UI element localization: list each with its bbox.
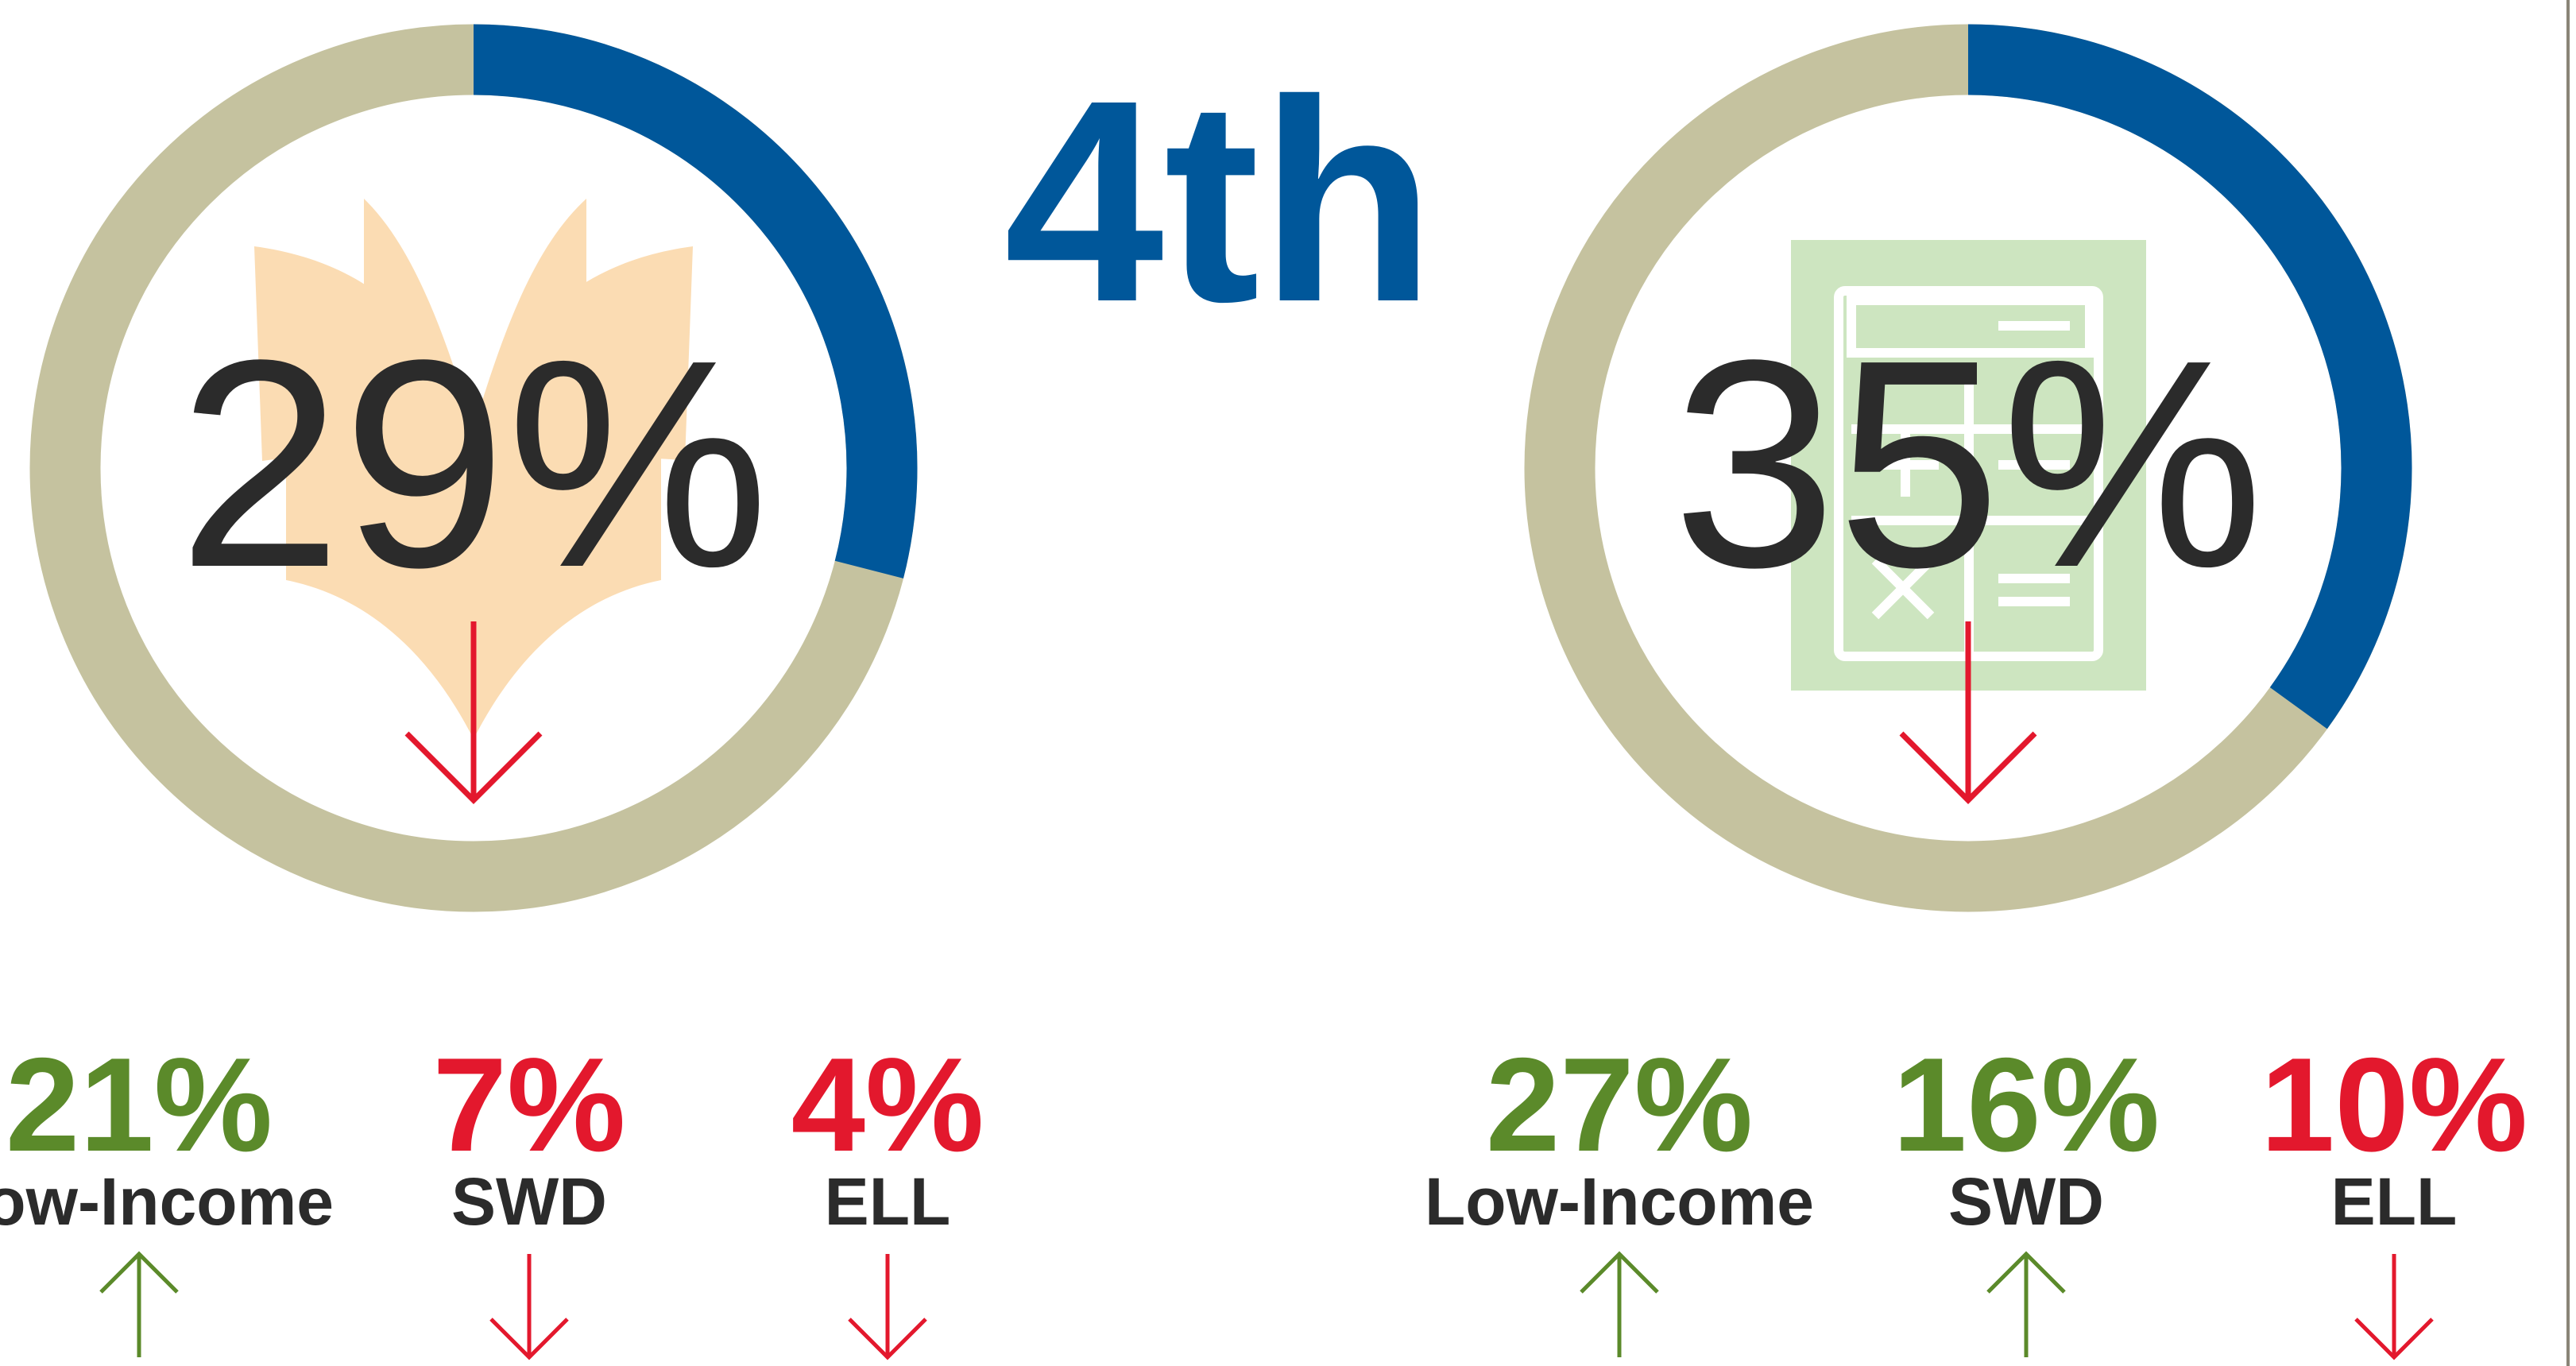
trend-arrow [848, 1254, 927, 1360]
group-label: Low-Income [1425, 1164, 1814, 1239]
group-label: SWD [1948, 1164, 2104, 1239]
trend-arrow [489, 1254, 569, 1360]
donut-value [473, 24, 918, 579]
group-value: 7% [433, 1030, 626, 1179]
trend-arrow [2354, 1254, 2434, 1360]
trend-arrow [99, 1251, 179, 1357]
group-value: 16% [1893, 1030, 2160, 1179]
trend-arrow [1580, 1251, 1659, 1357]
group-label: Low-Income [0, 1164, 334, 1239]
group-value: 27% [1486, 1030, 1753, 1179]
book-icon [254, 199, 693, 739]
group-value: 21% [6, 1030, 273, 1179]
grade-title: 4th [1004, 40, 1436, 362]
donut-label: 35% [1673, 298, 2265, 629]
donut-label: 29% [178, 298, 770, 629]
trend-arrow [1899, 621, 2037, 804]
donut-value [1967, 24, 2412, 729]
group-label: ELL [2331, 1164, 2458, 1239]
group-label: SWD [451, 1164, 607, 1239]
trend-arrow [404, 621, 543, 804]
trend-arrow [1986, 1251, 2066, 1357]
group-value: 4% [791, 1030, 984, 1179]
group-label: ELL [825, 1164, 951, 1239]
group-value: 10% [2261, 1030, 2528, 1179]
